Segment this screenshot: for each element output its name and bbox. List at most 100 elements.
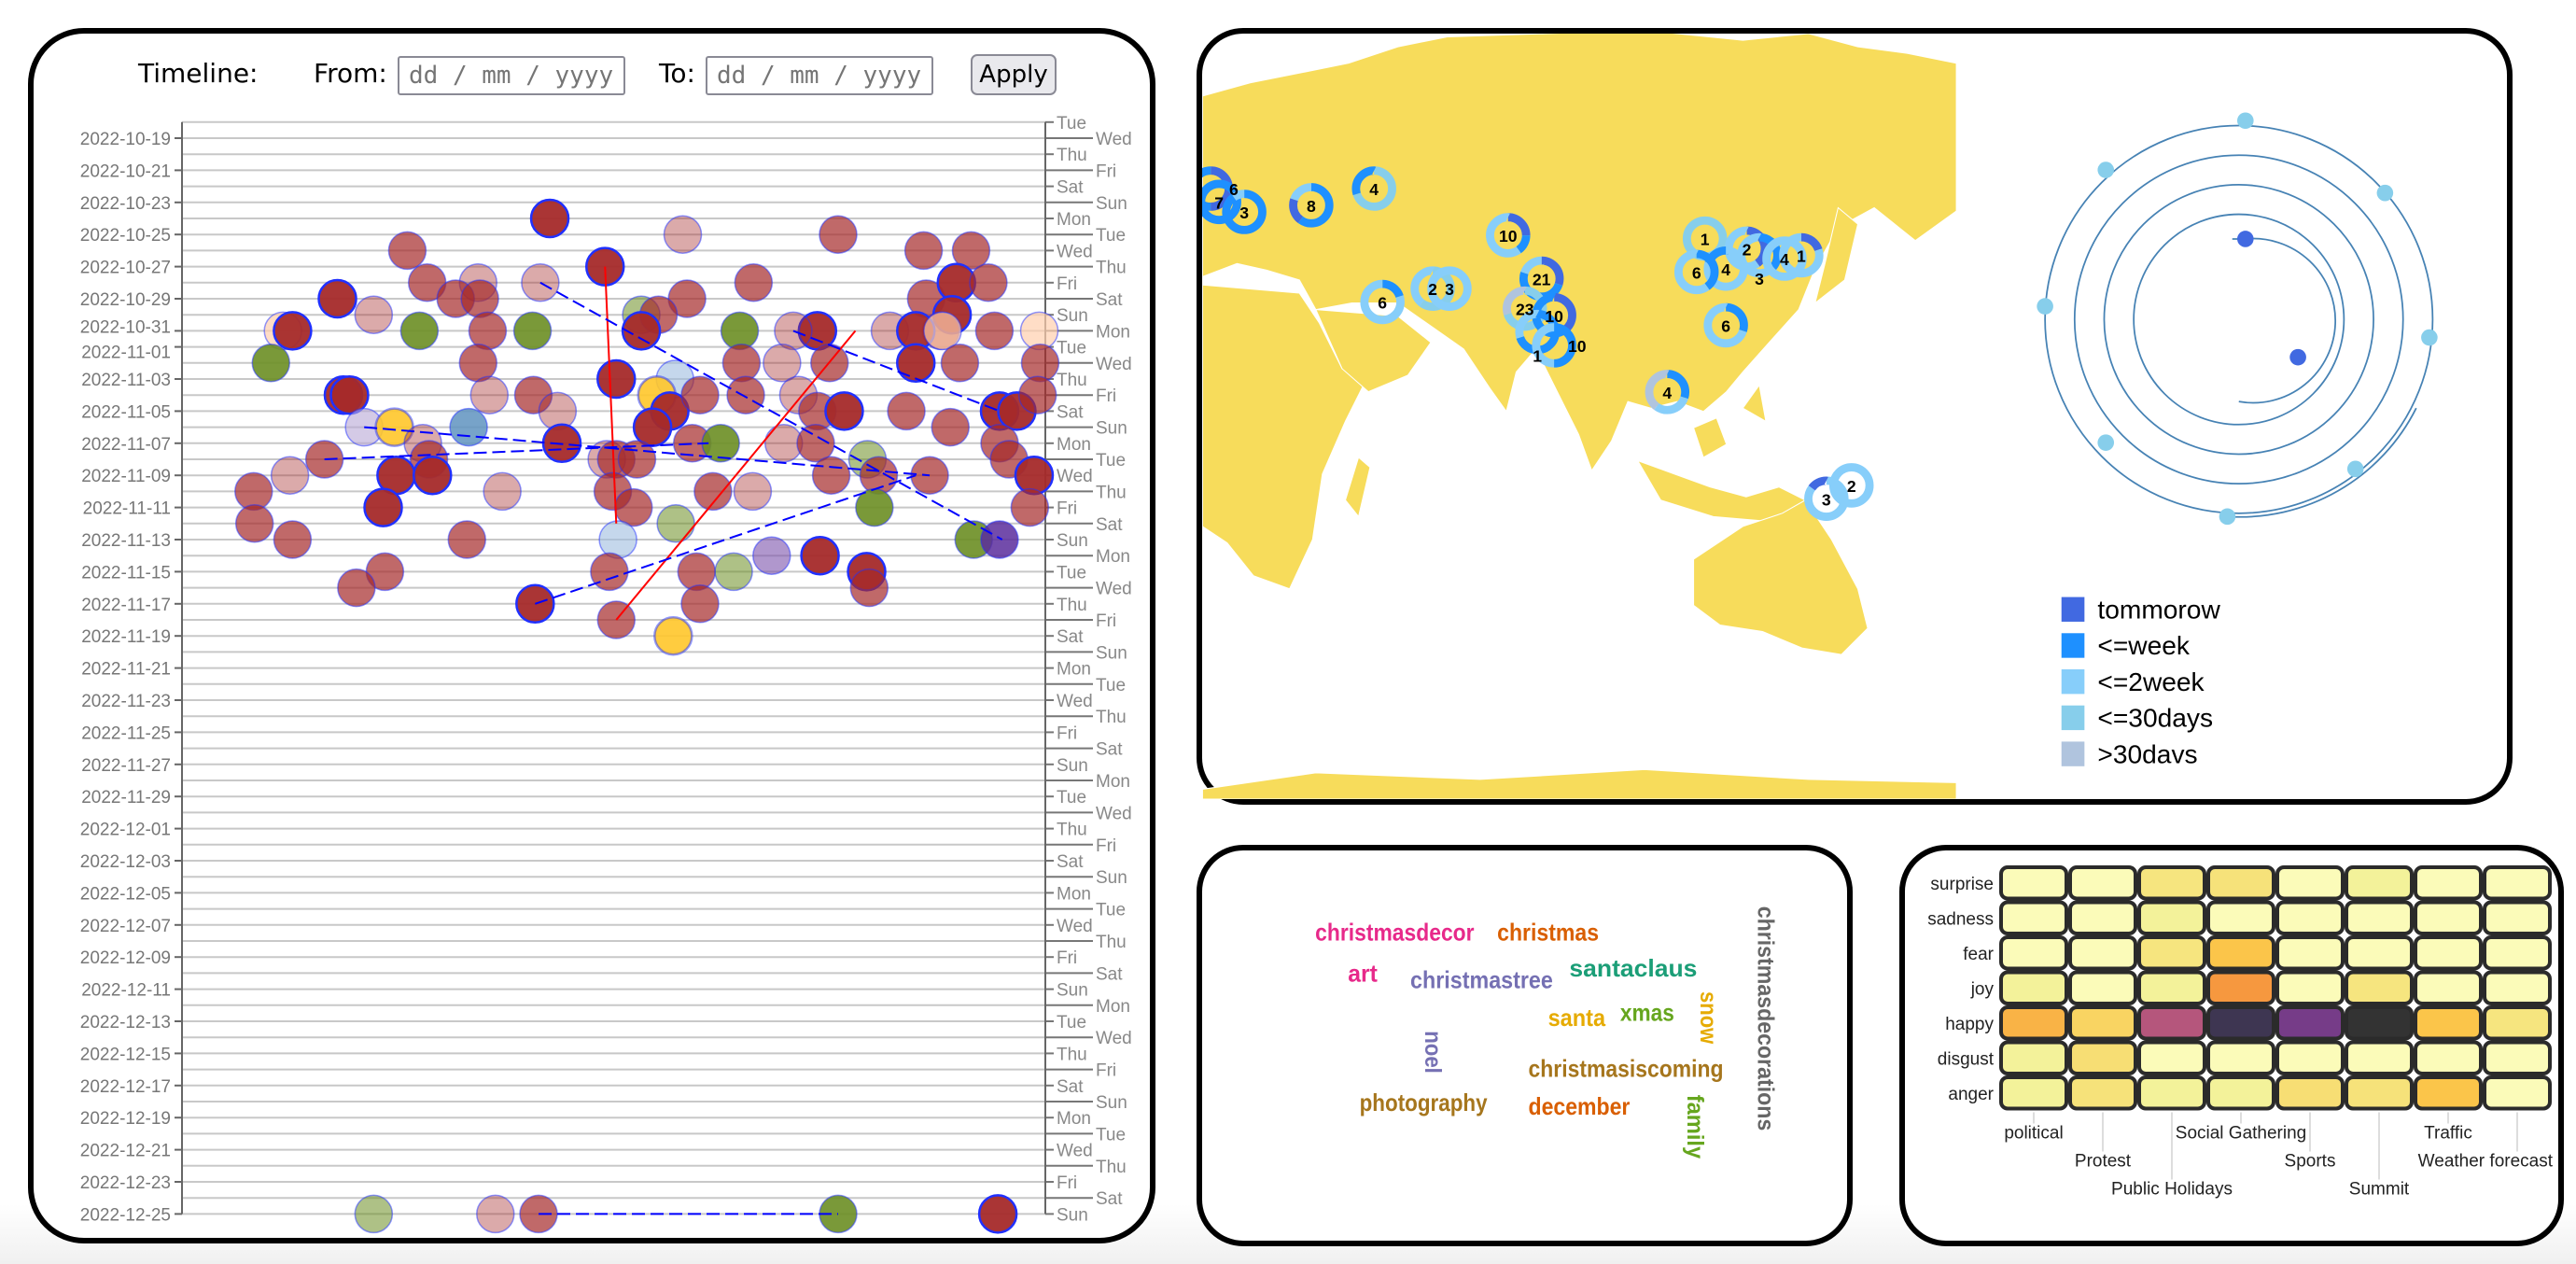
event-point[interactable]: [476, 1194, 515, 1234]
heatmap-cell[interactable]: [2275, 1075, 2345, 1111]
event-point[interactable]: [733, 471, 773, 512]
heatmap-cell[interactable]: [2275, 865, 2345, 901]
heatmap-cell[interactable]: [2068, 1005, 2137, 1041]
heatmap-cell[interactable]: [2137, 970, 2206, 1005]
spiral-dot[interactable]: [2346, 460, 2364, 478]
event-point[interactable]: [469, 375, 510, 414]
event-point[interactable]: [1010, 487, 1050, 527]
event-point[interactable]: [653, 615, 693, 656]
word[interactable]: christmasiscoming: [1529, 1054, 1724, 1082]
heatmap-cell[interactable]: [2275, 935, 2345, 971]
event-point[interactable]: [354, 295, 394, 334]
event-point[interactable]: [458, 344, 498, 383]
heatmap-cell[interactable]: [1999, 935, 2068, 971]
event-point[interactable]: [1014, 455, 1055, 496]
word[interactable]: noel: [1420, 1031, 1445, 1074]
heatmap-cell[interactable]: [2206, 1075, 2275, 1111]
heatmap-cell[interactable]: [1999, 970, 2068, 1005]
word[interactable]: xmas: [1620, 999, 1674, 1027]
heatmap-cell[interactable]: [2345, 1005, 2414, 1041]
location-marker[interactable]: [1703, 302, 1748, 348]
heatmap-cell[interactable]: [2068, 865, 2137, 901]
heatmap-cell[interactable]: [2345, 1040, 2414, 1075]
spiral-dot-tomorrow[interactable]: [2289, 348, 2306, 366]
heatmap-cell[interactable]: [2068, 900, 2137, 935]
heatmap-cell[interactable]: [2483, 970, 2552, 1005]
event-point[interactable]: [849, 568, 889, 608]
heatmap-cell[interactable]: [2068, 1075, 2137, 1111]
event-point[interactable]: [317, 278, 357, 319]
location-marker[interactable]: [1804, 476, 1849, 521]
event-point[interactable]: [721, 344, 762, 383]
word[interactable]: snow: [1695, 991, 1720, 1045]
heatmap-cell[interactable]: [2137, 1040, 2206, 1075]
spiral-dot[interactable]: [2097, 162, 2115, 178]
event-point[interactable]: [1017, 375, 1057, 414]
heatmap-cell[interactable]: [2483, 1005, 2552, 1041]
heatmap-cell[interactable]: [1999, 1005, 2068, 1041]
heatmap-cell[interactable]: [2275, 1040, 2345, 1075]
word[interactable]: photography: [1360, 1088, 1488, 1117]
heatmap-cell[interactable]: [2206, 865, 2275, 901]
event-point[interactable]: [974, 311, 1015, 351]
heatmap-cell[interactable]: [2068, 970, 2137, 1005]
heatmap-cell[interactable]: [1999, 1075, 2068, 1111]
word[interactable]: santa: [1548, 1004, 1606, 1032]
event-point[interactable]: [796, 424, 835, 463]
event-point[interactable]: [251, 344, 291, 383]
event-point[interactable]: [819, 215, 858, 254]
heatmap-cell[interactable]: [2345, 1075, 2414, 1111]
to-date-input[interactable]: [706, 56, 933, 95]
word[interactable]: santaclaus: [1569, 954, 1697, 982]
event-point[interactable]: [896, 343, 936, 384]
event-point[interactable]: [680, 584, 720, 624]
location-marker[interactable]: [1779, 232, 1824, 278]
heatmap-cell[interactable]: [1999, 900, 2068, 935]
event-point[interactable]: [270, 456, 310, 495]
event-point[interactable]: [969, 263, 1008, 302]
event-point[interactable]: [598, 520, 637, 559]
heatmap-cell[interactable]: [2137, 1075, 2206, 1111]
location-marker[interactable]: [1645, 370, 1690, 414]
word[interactable]: christmasdecorations: [1752, 906, 1777, 1131]
event-point[interactable]: [656, 504, 695, 543]
event-point[interactable]: [590, 552, 629, 592]
spiral-dot[interactable]: [2097, 434, 2115, 451]
event-point[interactable]: [940, 344, 980, 383]
event-point[interactable]: [529, 198, 570, 239]
location-marker[interactable]: [1351, 166, 1396, 211]
event-point[interactable]: [887, 391, 926, 431]
event-point[interactable]: [329, 374, 370, 415]
location-marker[interactable]: [1502, 286, 1547, 331]
location-marker[interactable]: [1737, 232, 1782, 278]
event-point[interactable]: [663, 215, 703, 254]
heatmap-cell[interactable]: [2414, 1005, 2483, 1041]
heatmap-cell[interactable]: [2068, 1040, 2137, 1075]
spiral-dot[interactable]: [2037, 298, 2053, 315]
event-point[interactable]: [951, 231, 991, 271]
heatmap-cell[interactable]: [2414, 1040, 2483, 1075]
heatmap-cell[interactable]: [2137, 900, 2206, 935]
event-point[interactable]: [824, 391, 864, 431]
heatmap-cell[interactable]: [2345, 865, 2414, 901]
heatmap-cell[interactable]: [2206, 970, 2275, 1005]
location-marker[interactable]: [1427, 266, 1472, 311]
event-point[interactable]: [399, 311, 440, 351]
from-date-input[interactable]: [398, 56, 625, 95]
location-marker[interactable]: [1486, 213, 1531, 258]
heatmap-cell[interactable]: [2483, 865, 2552, 901]
event-point[interactable]: [363, 487, 403, 527]
heatmap-cell[interactable]: [2137, 1005, 2206, 1041]
event-point[interactable]: [513, 375, 553, 414]
heatmap-cell[interactable]: [2068, 935, 2137, 971]
event-point[interactable]: [468, 311, 508, 351]
event-point[interactable]: [449, 407, 488, 447]
word[interactable]: christmasdecor: [1315, 919, 1474, 947]
event-point[interactable]: [726, 375, 765, 414]
heatmap-cell[interactable]: [2483, 1075, 2552, 1111]
event-point[interactable]: [621, 311, 662, 351]
heatmap-cell[interactable]: [2345, 900, 2414, 935]
event-point[interactable]: [800, 535, 840, 576]
event-point[interactable]: [337, 568, 376, 608]
event-point[interactable]: [273, 520, 313, 559]
